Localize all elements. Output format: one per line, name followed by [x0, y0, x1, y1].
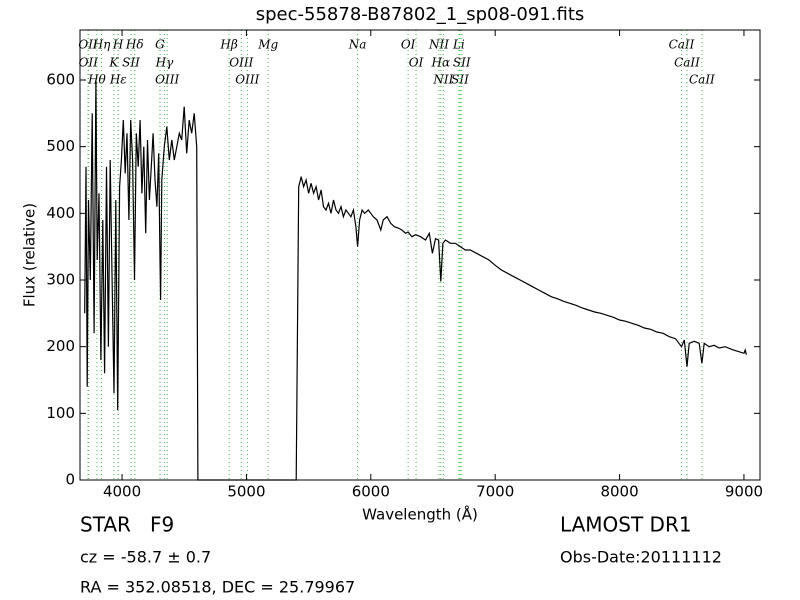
spectral-line-label: Li [452, 38, 465, 52]
x-tick-label: 6000 [352, 483, 390, 501]
spectrum-line [84, 79, 747, 481]
spectral-line-label: Hθ [87, 73, 106, 87]
x-tick-label: 9000 [725, 483, 763, 501]
spectral-line-label: OIII [229, 56, 253, 70]
obs-date: Obs-Date:20111112 [560, 548, 722, 567]
survey: LAMOST DR1 [560, 513, 692, 537]
coordinates: RA = 352.08518, DEC = 25.79967 [80, 578, 355, 597]
y-tick-label: 600 [46, 71, 75, 89]
y-tick-label: 500 [46, 137, 75, 155]
x-tick-label: 5000 [227, 483, 265, 501]
x-axis-label: Wavelength (Å) [362, 505, 478, 524]
spectral-line-label: OII [79, 56, 99, 70]
redshift: cz = -58.7 ± 0.7 [80, 548, 211, 567]
spectral-line-label: Mg [257, 38, 278, 52]
plot-frame [79, 29, 761, 481]
spectral-line-label: OI [409, 56, 424, 70]
y-tick-label: 300 [46, 271, 75, 289]
y-tick-label: 100 [46, 404, 75, 422]
spectral-line-label: Hη [92, 38, 111, 52]
spectral-line-label: CaII [689, 73, 715, 87]
spectral-line-label: Hα [431, 56, 451, 70]
spectral-line-label: Hδ [125, 38, 144, 52]
spectral-line-label: SII [122, 56, 140, 70]
spectral-line-label: NII [432, 73, 453, 87]
spectral-line-label: OIII [155, 73, 179, 87]
star-class: STAR F9 [80, 513, 174, 537]
y-tick-label: 400 [46, 204, 75, 222]
spectral-line-label: Hγ [155, 56, 174, 70]
spectral-line-label: CaII [674, 56, 700, 70]
spectral-line-label: SII [453, 56, 471, 70]
x-tick-label: 8000 [600, 483, 638, 501]
spectral-line-label: CaII [669, 38, 695, 52]
y-axis-label: Flux (relative) [21, 203, 39, 307]
spectral-line-label: Hε [109, 73, 127, 87]
spectral-line-label: K [108, 56, 119, 70]
x-tick-label: 4000 [103, 483, 141, 501]
spectral-line-label: Hβ [219, 38, 237, 52]
spectral-line-label: SII [451, 73, 469, 87]
y-tick-label: 200 [46, 337, 75, 355]
spectral-line-label: NII [428, 38, 449, 52]
y-tick-label: 0 [65, 471, 75, 489]
spectral-line-label: G [155, 38, 165, 52]
chart-title: spec-55878-B87802_1_sp08-091.fits [256, 4, 585, 25]
spectral-line-label: OI [401, 38, 416, 52]
spectral-line-label: OIII [235, 73, 259, 87]
x-tick-label: 7000 [476, 483, 514, 501]
spectral-line-label: H [112, 38, 124, 52]
spectral-line-label: OII [78, 38, 98, 52]
spectral-line-label: Na [348, 38, 367, 52]
